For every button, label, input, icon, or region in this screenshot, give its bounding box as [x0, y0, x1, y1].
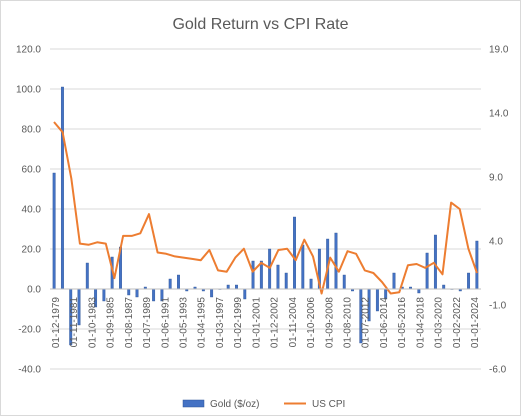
- bar: [210, 288, 214, 298]
- bar: [301, 244, 305, 290]
- x-tick-label: 01-11-2004: [288, 297, 299, 348]
- bar: [226, 284, 230, 290]
- line-layer: [53, 121, 478, 295]
- y-tick-label: 60.0: [22, 165, 42, 176]
- chart-title: Gold Return vs CPI Rate: [172, 16, 348, 33]
- y-tick-label: 120.0: [16, 45, 41, 56]
- bar: [334, 232, 338, 290]
- x-tick-label: 01-09-2008: [324, 297, 335, 349]
- bar: [259, 260, 263, 290]
- bar: [284, 272, 288, 290]
- y-tick-label: 40.0: [22, 205, 42, 216]
- bar: [127, 288, 131, 296]
- x-tick-label: 01-09-1985: [106, 297, 117, 349]
- bar: [276, 264, 280, 290]
- x-tick-label: 01-03-2020: [434, 297, 445, 349]
- x-tick-label: 01-06-1991: [160, 297, 171, 349]
- x-tick-label: 01-01-2024: [470, 297, 481, 349]
- x-tick-label: 01-05-2016: [397, 297, 408, 349]
- x-tick-label: 01-12-1979: [51, 297, 62, 349]
- y-tick-label: 0.0: [27, 285, 41, 296]
- bar: [135, 288, 139, 298]
- bar: [342, 274, 346, 290]
- bar: [177, 274, 180, 290]
- bar: [392, 272, 396, 290]
- bar: [467, 272, 471, 290]
- x-tick-label: 01-08-2010: [342, 297, 353, 349]
- bar: [235, 284, 238, 290]
- x-tick-label: 01-04-2018: [415, 297, 426, 349]
- y-tick-label: 100.0: [16, 85, 41, 96]
- bar: [417, 288, 421, 294]
- y2-tick-label: 14.0: [489, 109, 509, 120]
- y-tick-label: 20.0: [22, 245, 42, 256]
- x-tick-label: 01-10-2006: [306, 297, 317, 349]
- legend: Gold ($/oz) US CPI: [182, 399, 345, 410]
- cpi-line: [53, 121, 478, 295]
- legend-swatch-gold: [182, 399, 205, 408]
- bar: [433, 234, 437, 290]
- x-tick-label: 01-01-2001: [251, 297, 262, 349]
- y-tick-label: 80.0: [22, 125, 42, 136]
- y-tick-label: -20.0: [18, 325, 41, 336]
- x-tick-label: 01-06-2014: [379, 297, 390, 349]
- y2-tick-label: -6.0: [489, 365, 507, 376]
- bar: [85, 262, 89, 290]
- x-tick-label: 01-05-1993: [179, 297, 190, 349]
- bar: [442, 284, 446, 290]
- y2-tick-label: -1.0: [489, 301, 507, 312]
- legend-label-cpi: US CPI: [312, 399, 345, 410]
- x-tick-label: 01-07-2012: [361, 297, 372, 349]
- bar: [60, 86, 64, 290]
- bar: [293, 216, 296, 290]
- bar: [168, 278, 172, 290]
- y2-tick-label: 4.0: [489, 237, 503, 248]
- bar: [251, 260, 255, 290]
- x-tick-label: 01-12-2002: [270, 297, 281, 349]
- x-tick-label: 01-03-1997: [215, 297, 226, 349]
- bar: [268, 248, 272, 290]
- x-tick-label: 01-02-1999: [233, 297, 244, 349]
- y2-tick-label: 19.0: [489, 45, 509, 56]
- bar: [52, 172, 56, 290]
- bar: [425, 252, 429, 290]
- x-tick-label: 01-02-2022: [452, 297, 463, 349]
- legend-label-gold: Gold ($/oz): [210, 399, 259, 410]
- x-tick-label: 01-07-1989: [142, 297, 153, 349]
- y-tick-label: -40.0: [18, 365, 41, 376]
- bar: [475, 240, 479, 290]
- x-tick-label: 01-08-1987: [124, 297, 135, 349]
- x-tick-label: 01-04-1995: [197, 297, 208, 349]
- axis-layer: -40.0 -20.0 0.0 20.0 40.0 60.0 80.0 100.0 120.0 -…: [16, 45, 509, 376]
- x-tick-label: 01-11-1981: [69, 297, 80, 348]
- bar: [309, 278, 313, 290]
- x-tick-label: 01-10-1983: [87, 297, 98, 349]
- y2-tick-label: 9.0: [489, 173, 503, 184]
